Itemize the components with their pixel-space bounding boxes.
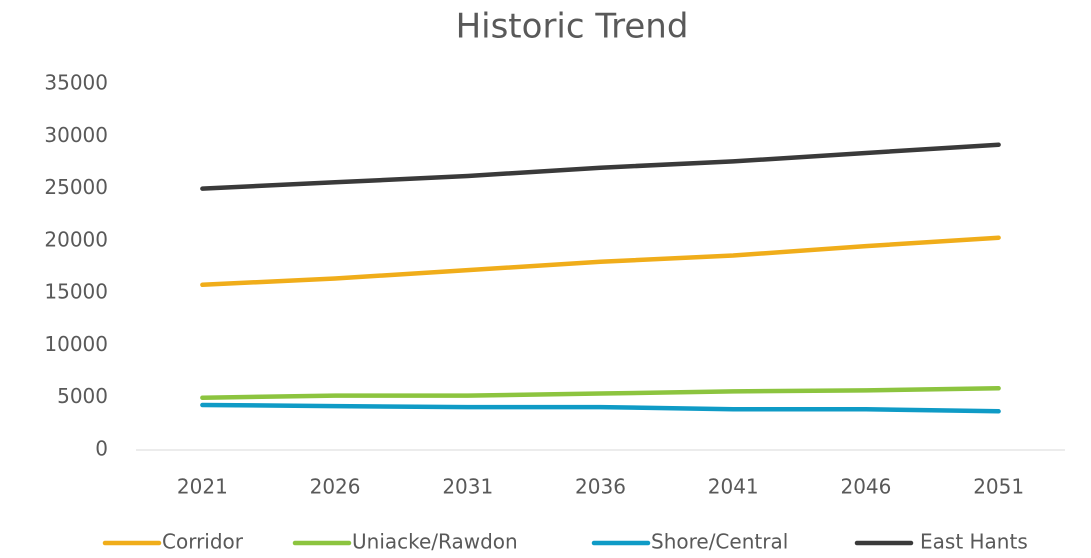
series-line	[200, 402, 1001, 414]
y-tick-label: 35000	[44, 71, 108, 95]
x-tick-label: 2041	[708, 475, 759, 499]
x-tick-label: 2036	[575, 475, 626, 499]
legend-label: Corridor	[162, 530, 244, 554]
x-tick-label: 2051	[973, 475, 1024, 499]
series-line	[200, 142, 1001, 191]
legend-label: Shore/Central	[651, 530, 788, 554]
legend-label: East Hants	[920, 530, 1028, 554]
y-tick-label: 20000	[44, 227, 108, 251]
y-tick-label: 10000	[44, 332, 108, 356]
y-tick-label: 30000	[44, 123, 108, 147]
series-line	[200, 235, 1001, 288]
chart-title: Historic Trend	[456, 7, 689, 47]
y-tick-label: 0	[95, 437, 108, 461]
y-tick-label: 5000	[57, 384, 108, 408]
y-tick-label: 15000	[44, 280, 108, 304]
legend-label: Uniacke/Rawdon	[352, 530, 518, 554]
x-tick-label: 2021	[177, 475, 228, 499]
y-tick-label: 25000	[44, 175, 108, 199]
x-tick-label: 2046	[840, 475, 891, 499]
x-tick-label: 2026	[310, 475, 361, 499]
series-line	[200, 386, 1001, 400]
x-tick-label: 2031	[442, 475, 493, 499]
